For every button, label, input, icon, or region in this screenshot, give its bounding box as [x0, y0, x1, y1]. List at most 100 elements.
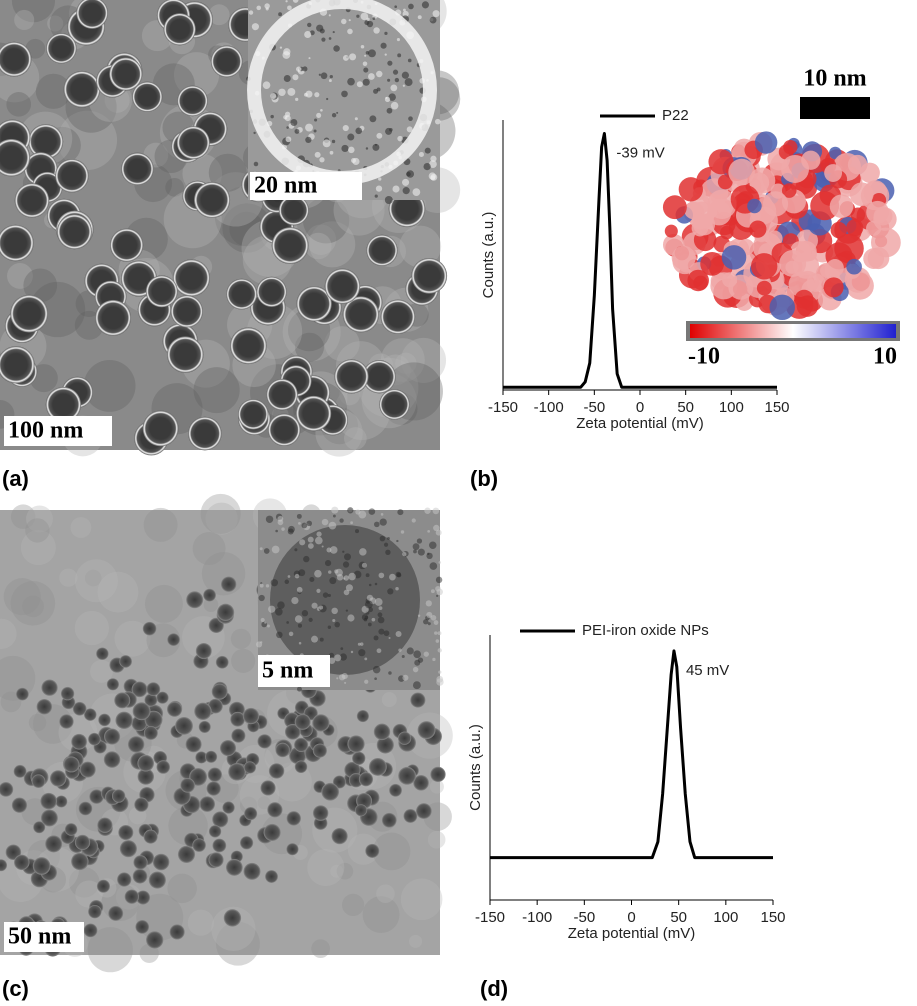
texture [343, 577, 346, 580]
nanoparticle [294, 737, 309, 752]
texture [253, 131, 256, 135]
texture [87, 927, 133, 973]
nanoparticle [59, 714, 74, 729]
texture [299, 539, 306, 546]
nanoparticle [268, 763, 285, 779]
particle [163, 13, 196, 46]
texture [397, 135, 403, 142]
texture [281, 527, 285, 531]
texture [208, 153, 247, 192]
texture [403, 8, 406, 12]
scale-box [4, 416, 112, 446]
texture [331, 113, 337, 118]
surface-patch [781, 183, 797, 198]
texture [10, 581, 56, 626]
nanoparticle [216, 603, 235, 621]
texture [328, 79, 332, 83]
nanoparticle [294, 713, 311, 730]
panel-label: (c) [2, 976, 29, 1001]
texture [429, 160, 437, 169]
x-tick-label: -50 [583, 399, 605, 416]
micrograph-c: 5 nm 50 nm [0, 493, 453, 973]
surface-patch [779, 250, 807, 277]
nanoparticle [207, 698, 223, 714]
texture [430, 589, 435, 594]
panel-label: (d) [480, 976, 508, 1001]
nanoparticle [186, 591, 204, 609]
x-tick-label: -100 [522, 909, 552, 926]
texture [376, 132, 383, 139]
texture [408, 3, 414, 10]
texture [436, 594, 439, 598]
nanoparticle [55, 795, 68, 808]
x-tick-label: -50 [573, 909, 595, 926]
texture [294, 573, 300, 579]
texture [328, 37, 332, 40]
texture [430, 155, 437, 162]
texture [342, 561, 350, 568]
texture [364, 54, 367, 57]
texture [331, 607, 338, 615]
texture [90, 659, 113, 683]
texture [311, 635, 318, 643]
texture [344, 427, 367, 450]
x-tick-label: 50 [670, 909, 687, 926]
texture [396, 539, 399, 543]
texture [291, 596, 299, 605]
texture [321, 518, 329, 526]
texture [400, 337, 447, 383]
texture [402, 10, 409, 18]
texture [397, 509, 404, 516]
texture [3, 578, 41, 616]
texture [336, 111, 339, 114]
texture [277, 601, 285, 609]
texture [366, 20, 374, 28]
nanoparticle [137, 754, 155, 772]
texture [386, 107, 393, 114]
nanoparticle [376, 736, 394, 754]
particle [145, 275, 178, 308]
texture [336, 677, 339, 680]
particle [177, 85, 208, 117]
texture [287, 5, 292, 11]
texture [327, 593, 331, 598]
nanoparticle [142, 621, 157, 636]
texture [285, 136, 292, 143]
surface-patch [684, 201, 702, 220]
nanoparticle [79, 761, 96, 778]
nanoparticle [98, 713, 111, 727]
nanoparticle [41, 679, 58, 696]
nanoparticle [212, 811, 229, 828]
texture [374, 677, 377, 681]
texture [332, 30, 335, 34]
nanoparticle [96, 879, 111, 893]
texture [334, 621, 340, 628]
surface-patch [708, 149, 734, 175]
texture [435, 576, 443, 584]
legend-label: P22 [662, 107, 689, 124]
nanoparticle [63, 756, 80, 773]
texture [388, 636, 391, 640]
texture [311, 602, 318, 609]
texture [167, 873, 197, 904]
texture [6, 92, 32, 117]
texture [334, 383, 391, 440]
surface-patch [678, 177, 703, 202]
nanoparticle [312, 805, 329, 821]
texture [406, 170, 415, 178]
texture [294, 128, 300, 134]
texture [332, 618, 336, 623]
texture [270, 579, 279, 587]
nanoparticle [72, 701, 87, 716]
texture [372, 17, 376, 20]
texture [68, 867, 100, 898]
texture [430, 615, 437, 621]
texture [398, 648, 402, 652]
texture [341, 18, 347, 25]
texture [20, 530, 56, 566]
texture [364, 657, 368, 661]
nanoparticle [230, 711, 246, 727]
nanoparticle [206, 781, 221, 796]
texture [253, 161, 259, 167]
texture [23, 268, 58, 303]
